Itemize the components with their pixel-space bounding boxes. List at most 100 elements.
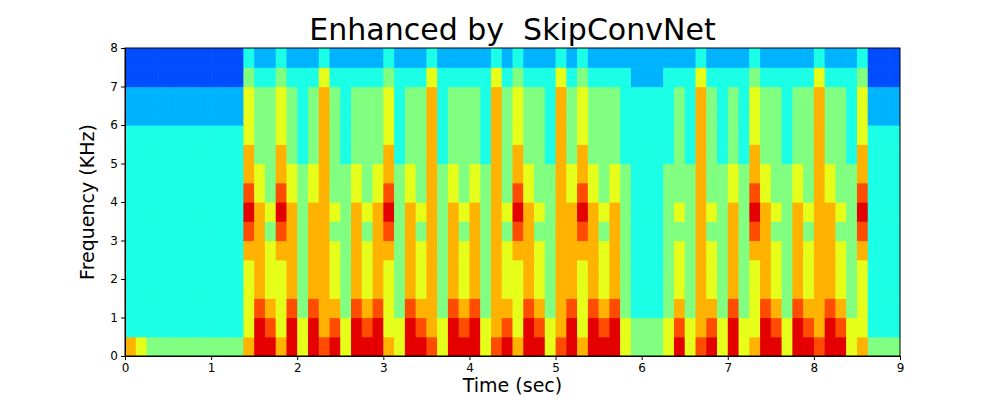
cell: [588, 241, 599, 261]
cell: [534, 337, 545, 356]
cell: [609, 241, 620, 261]
cell: [599, 144, 610, 164]
cell: [739, 318, 750, 338]
cell: [631, 260, 642, 280]
cell: [674, 221, 685, 241]
cell: [308, 87, 319, 107]
cell: [803, 337, 814, 356]
cell: [179, 298, 190, 318]
cell: [308, 144, 319, 164]
heatmap: [125, 48, 900, 356]
cell: [297, 87, 308, 107]
cell: [803, 202, 814, 222]
cell: [663, 87, 674, 107]
cell: [448, 67, 459, 87]
cell: [814, 183, 825, 203]
cell: [868, 183, 879, 203]
cell: [857, 106, 868, 126]
cell: [642, 183, 653, 203]
cell: [566, 337, 577, 356]
cell: [609, 48, 620, 68]
cell: [469, 125, 480, 145]
y-tick-mark: [121, 202, 125, 203]
cell: [276, 298, 287, 318]
cell: [663, 183, 674, 203]
cell: [749, 241, 760, 261]
cell: [405, 183, 416, 203]
cell: [340, 144, 351, 164]
cell: [566, 279, 577, 299]
cell: [351, 125, 362, 145]
cell: [717, 318, 728, 338]
y-tick-mark: [121, 318, 125, 319]
cell: [513, 164, 524, 184]
cell: [286, 183, 297, 203]
y-tick-label: 0: [110, 349, 118, 363]
cell: [491, 48, 502, 68]
cell: [814, 144, 825, 164]
cell: [825, 337, 836, 356]
y-tick-mark: [121, 279, 125, 280]
cell: [222, 164, 233, 184]
cell: [706, 125, 717, 145]
y-tick-mark: [121, 48, 125, 49]
cell: [254, 164, 265, 184]
cell: [136, 337, 147, 356]
cell: [523, 144, 534, 164]
cell: [749, 298, 760, 318]
cell: [577, 241, 588, 261]
cell: [652, 260, 663, 280]
cell: [695, 279, 706, 299]
cell: [556, 202, 567, 222]
cell: [200, 202, 211, 222]
cell: [825, 318, 836, 338]
y-axis: 012345678: [110, 41, 125, 363]
cell: [534, 279, 545, 299]
x-tick: 7: [724, 356, 732, 375]
cell: [168, 87, 179, 107]
cell: [405, 318, 416, 338]
cell: [190, 279, 201, 299]
cell: [846, 144, 857, 164]
cell: [674, 318, 685, 338]
cell: [243, 337, 254, 356]
cell: [663, 298, 674, 318]
cell: [416, 298, 427, 318]
cell: [599, 241, 610, 261]
cell: [157, 260, 168, 280]
cell: [588, 87, 599, 107]
cell: [211, 298, 222, 318]
cell: [631, 106, 642, 126]
x-tick-label: 0: [122, 361, 130, 375]
cell: [749, 144, 760, 164]
cell: [351, 48, 362, 68]
cell: [222, 106, 233, 126]
cell: [373, 106, 384, 126]
y-tick: 8: [110, 41, 125, 55]
cell: [728, 260, 739, 280]
cell: [330, 144, 341, 164]
cell: [814, 241, 825, 261]
cell: [200, 318, 211, 338]
cell: [222, 67, 233, 87]
cell: [502, 337, 513, 356]
cell: [814, 337, 825, 356]
cell: [566, 87, 577, 107]
cell: [631, 337, 642, 356]
cell: [147, 106, 158, 126]
cell: [340, 279, 351, 299]
cell: [340, 241, 351, 261]
cell: [459, 125, 470, 145]
cell: [652, 241, 663, 261]
cell: [491, 298, 502, 318]
x-tick-mark: [297, 356, 298, 360]
cell: [243, 183, 254, 203]
cell: [157, 298, 168, 318]
cell: [642, 106, 653, 126]
cell: [136, 144, 147, 164]
cell: [803, 318, 814, 338]
cell: [728, 202, 739, 222]
cell: [265, 106, 276, 126]
cell: [663, 48, 674, 68]
cell: [448, 164, 459, 184]
